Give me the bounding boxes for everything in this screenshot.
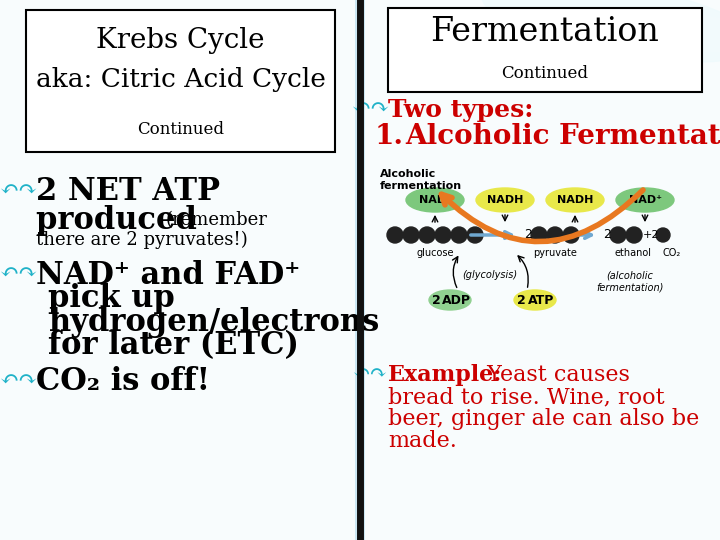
Text: ethanol: ethanol bbox=[614, 248, 652, 258]
Text: 1.: 1. bbox=[375, 124, 404, 151]
Text: (remember: (remember bbox=[166, 211, 268, 229]
Text: (glycolysis): (glycolysis) bbox=[462, 270, 518, 280]
Text: beer, ginger ale can also be: beer, ginger ale can also be bbox=[388, 408, 699, 430]
FancyBboxPatch shape bbox=[0, 0, 355, 540]
Text: Yeast causes: Yeast causes bbox=[480, 364, 630, 386]
Circle shape bbox=[531, 227, 547, 243]
Circle shape bbox=[403, 227, 419, 243]
Text: ↶↷: ↶↷ bbox=[0, 371, 37, 393]
Circle shape bbox=[626, 227, 642, 243]
Text: Krebs Cycle: Krebs Cycle bbox=[96, 26, 265, 53]
Text: NADH: NADH bbox=[487, 195, 523, 205]
Text: for later (ETC): for later (ETC) bbox=[48, 330, 299, 361]
Circle shape bbox=[563, 227, 579, 243]
Ellipse shape bbox=[482, 0, 720, 62]
Text: 2: 2 bbox=[517, 294, 526, 307]
Text: Continued: Continued bbox=[137, 122, 224, 138]
Circle shape bbox=[387, 227, 403, 243]
Text: ADP: ADP bbox=[441, 294, 470, 307]
Ellipse shape bbox=[429, 290, 471, 310]
Circle shape bbox=[451, 227, 467, 243]
Text: ↶↷: ↶↷ bbox=[351, 99, 389, 121]
Text: ↶↷: ↶↷ bbox=[353, 366, 387, 384]
Text: ↶↷: ↶↷ bbox=[0, 264, 37, 286]
Text: CO₂: CO₂ bbox=[663, 248, 681, 258]
Text: ATP: ATP bbox=[528, 294, 554, 307]
Ellipse shape bbox=[616, 188, 674, 212]
Circle shape bbox=[419, 227, 435, 243]
Text: fermentation): fermentation) bbox=[596, 282, 664, 292]
Circle shape bbox=[435, 227, 451, 243]
Ellipse shape bbox=[560, 8, 720, 52]
Text: hydrogen/electrons: hydrogen/electrons bbox=[48, 307, 379, 338]
Text: NADH: NADH bbox=[557, 195, 593, 205]
Text: Alcoholic Fermentation: Alcoholic Fermentation bbox=[405, 124, 720, 151]
Text: Continued: Continued bbox=[502, 65, 588, 83]
FancyBboxPatch shape bbox=[26, 10, 335, 152]
Text: there are 2 pyruvates!): there are 2 pyruvates!) bbox=[36, 231, 248, 249]
Text: NAD⁺: NAD⁺ bbox=[418, 195, 451, 205]
Ellipse shape bbox=[406, 188, 464, 212]
Text: bread to rise. Wine, root: bread to rise. Wine, root bbox=[388, 386, 665, 408]
Text: 2 NET ATP: 2 NET ATP bbox=[36, 177, 220, 207]
Ellipse shape bbox=[546, 188, 604, 212]
Text: 2: 2 bbox=[431, 294, 441, 307]
Text: Example:: Example: bbox=[388, 364, 503, 386]
Text: aka: Citric Acid Cycle: aka: Citric Acid Cycle bbox=[35, 68, 325, 92]
Text: CO₂ is off!: CO₂ is off! bbox=[36, 367, 210, 397]
Ellipse shape bbox=[476, 188, 534, 212]
Circle shape bbox=[467, 227, 483, 243]
Text: glucose: glucose bbox=[416, 248, 454, 258]
Text: NAD⁺: NAD⁺ bbox=[629, 195, 662, 205]
Text: fermentation: fermentation bbox=[380, 181, 462, 191]
Ellipse shape bbox=[514, 290, 556, 310]
Text: Two types:: Two types: bbox=[388, 98, 534, 122]
FancyBboxPatch shape bbox=[388, 8, 702, 92]
Text: 2: 2 bbox=[603, 228, 611, 241]
Text: Fermentation: Fermentation bbox=[431, 16, 660, 48]
Text: 2: 2 bbox=[524, 228, 532, 241]
Circle shape bbox=[547, 227, 563, 243]
FancyBboxPatch shape bbox=[365, 0, 720, 540]
Text: pick up: pick up bbox=[48, 282, 175, 314]
Text: NAD⁺ and FAD⁺: NAD⁺ and FAD⁺ bbox=[36, 260, 300, 291]
FancyArrowPatch shape bbox=[441, 190, 643, 241]
Text: pyruvate: pyruvate bbox=[533, 248, 577, 258]
Text: ↶↷: ↶↷ bbox=[0, 181, 37, 203]
Text: (alcoholic: (alcoholic bbox=[606, 270, 654, 280]
Circle shape bbox=[656, 228, 670, 242]
Circle shape bbox=[610, 227, 626, 243]
Text: produced: produced bbox=[36, 205, 207, 235]
Text: +2: +2 bbox=[643, 230, 660, 240]
Text: Alcoholic: Alcoholic bbox=[380, 169, 436, 179]
Text: made.: made. bbox=[388, 430, 457, 452]
